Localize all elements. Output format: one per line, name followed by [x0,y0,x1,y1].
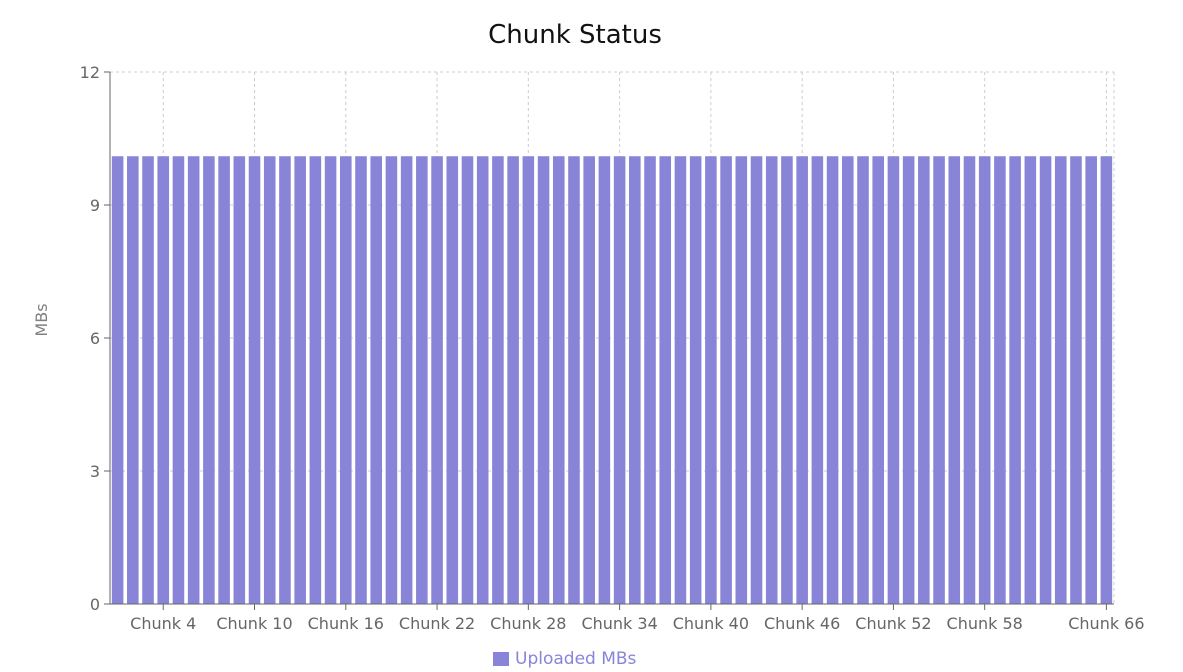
x-tick-label: Chunk 40 [673,614,749,633]
bar[interactable] [857,156,869,604]
y-tick-label: 3 [90,462,100,481]
bar[interactable] [720,156,732,604]
bar[interactable] [887,156,900,604]
bar[interactable] [978,156,991,604]
bar[interactable] [598,156,611,604]
bar[interactable] [157,156,170,604]
bar[interactable] [431,156,443,604]
bar[interactable] [918,156,930,604]
bar[interactable] [248,156,261,604]
x-tick-label: Chunk 28 [490,614,566,633]
bar[interactable] [765,156,778,604]
bar[interactable] [324,156,337,604]
bar[interactable] [994,156,1006,604]
x-tick-label: Chunk 66 [1068,614,1144,633]
bar[interactable] [735,156,748,604]
bar[interactable] [1070,156,1082,604]
bar[interactable] [948,156,961,604]
bar[interactable] [187,156,200,604]
x-tick-label: Chunk 52 [855,614,931,633]
bar[interactable] [492,156,504,604]
legend-swatch [493,652,509,666]
bar[interactable] [218,156,230,604]
bar[interactable] [537,156,550,604]
bar[interactable] [674,156,687,604]
bar[interactable] [659,156,672,604]
x-tick-label: Chunk 16 [308,614,384,633]
y-tick-label: 9 [90,196,100,215]
bar[interactable] [933,156,945,604]
bar[interactable] [309,156,322,604]
bar[interactable] [781,156,793,604]
bar[interactable] [263,156,276,604]
bar[interactable] [294,156,306,604]
bar[interactable] [689,156,702,604]
bar[interactable] [476,156,489,604]
bar[interactable] [127,156,139,604]
bar[interactable] [1100,156,1113,604]
bar[interactable] [613,156,626,604]
bar[interactable] [203,156,215,604]
bar[interactable] [826,156,839,604]
chart-title: Chunk Status [488,20,662,50]
bar[interactable] [796,156,808,604]
y-axis-title: MBs [32,303,51,336]
bar[interactable] [750,156,763,604]
bar[interactable] [1085,156,1097,604]
bar[interactable] [644,156,656,604]
bar[interactable] [355,156,367,604]
bar[interactable] [1009,156,1021,604]
grid-lines [110,71,1115,604]
bar[interactable] [233,156,246,604]
bar[interactable] [416,156,428,604]
bar[interactable] [1039,156,1052,604]
bar[interactable] [400,156,413,604]
bar[interactable] [1024,156,1037,604]
legend-label: Uploaded MBs [515,649,637,669]
bar[interactable] [385,156,398,604]
bar[interactable] [446,156,459,604]
bar[interactable] [461,156,474,604]
bar[interactable] [963,156,976,604]
bar[interactable] [872,156,884,604]
bars-group [111,156,1113,604]
bar[interactable] [111,156,124,604]
y-tick-label: 0 [90,595,100,614]
bar[interactable] [279,156,291,604]
bar[interactable] [340,156,352,604]
bar[interactable] [1054,156,1067,604]
bar[interactable] [568,156,580,604]
bar[interactable] [811,156,824,604]
bar[interactable] [507,156,519,604]
bar[interactable] [552,156,565,604]
bar[interactable] [842,156,854,604]
x-ticks: Chunk 4 Chunk 10 Chunk 16 Chunk 22 Chunk 28 C… [130,604,1145,633]
y-tick-label: 12 [80,63,100,82]
bar[interactable] [522,156,535,604]
legend[interactable]: Uploaded MBs [493,649,637,669]
bar[interactable] [370,156,382,604]
x-tick-label: Chunk 4 [130,614,196,633]
y-ticks: 0 3 6 9 12 [80,63,110,614]
x-tick-label: Chunk 22 [399,614,475,633]
bar[interactable] [583,156,595,604]
bar[interactable] [172,156,185,604]
bar[interactable] [142,156,154,604]
x-tick-label: Chunk 46 [764,614,840,633]
y-tick-label: 6 [90,329,100,348]
bar[interactable] [629,156,641,604]
bar[interactable] [902,156,915,604]
x-tick-label: Chunk 10 [216,614,292,633]
x-tick-label: Chunk 34 [581,614,657,633]
bar[interactable] [705,156,717,604]
x-tick-label: Chunk 58 [947,614,1023,633]
